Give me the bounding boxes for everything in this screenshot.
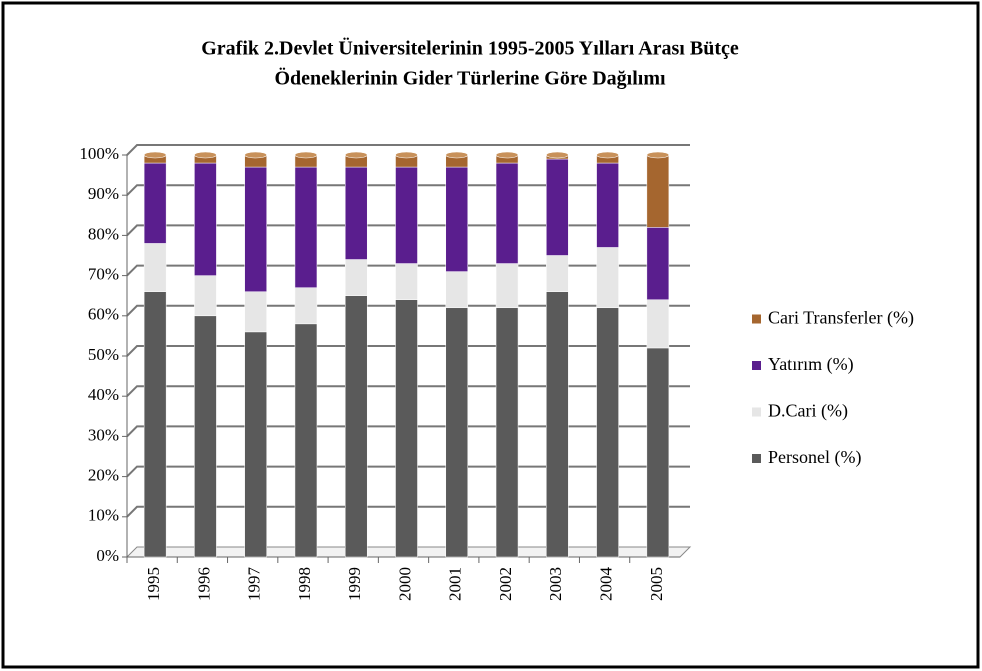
- x-tick-label: 1997: [245, 567, 264, 602]
- bar-top: [194, 151, 217, 159]
- legend-swatch: [752, 361, 761, 370]
- chart-title: Grafik 2.Devlet Üniversitelerinin 1995-2…: [201, 37, 739, 60]
- x-tick-label: 2004: [596, 567, 615, 602]
- bar-segment: [244, 166, 267, 292]
- bar-top: [143, 151, 167, 159]
- bar-segment: [596, 162, 619, 248]
- bar-segment: [194, 162, 217, 276]
- bar-top: [546, 151, 569, 159]
- bar-segment: [395, 263, 418, 300]
- bar-top: [294, 151, 318, 159]
- x-tick-label: 2000: [395, 567, 414, 601]
- legend-swatch: [752, 454, 761, 463]
- bar-segment: [294, 287, 318, 325]
- legend-label: Cari Transferler (%): [768, 308, 914, 329]
- x-tick-label: 2005: [647, 567, 666, 601]
- x-tick-label: 1999: [345, 567, 364, 601]
- bar-segment: [546, 255, 569, 292]
- bar-segment: [395, 299, 418, 558]
- bar-segment: [445, 166, 469, 272]
- bar-segment: [143, 243, 167, 292]
- x-tick-label: 2002: [496, 567, 515, 601]
- bar-segment: [143, 162, 167, 244]
- bar-segment: [646, 227, 670, 300]
- bar-segment: [445, 307, 469, 558]
- bar-segment: [646, 154, 670, 228]
- x-tick-label: 1995: [144, 567, 163, 601]
- bar-segment: [546, 291, 569, 558]
- x-tick-label: 1996: [194, 567, 213, 601]
- y-tick-label: 90%: [88, 184, 119, 203]
- chart-title: Ödeneklerinin Gider Türlerine Göre Dağıl…: [274, 67, 666, 90]
- y-tick-label: 30%: [88, 425, 119, 444]
- bar-top: [445, 151, 469, 159]
- bar-segment: [646, 299, 670, 349]
- legend-swatch: [752, 407, 761, 417]
- bar-segment: [596, 247, 619, 309]
- bar-segment: [495, 263, 519, 309]
- bar-segment: [143, 291, 167, 558]
- x-tick-label: 2003: [546, 567, 565, 601]
- legend-label: D.Cari (%): [768, 401, 848, 422]
- bar-segment: [244, 291, 267, 333]
- bar-segment: [194, 275, 217, 317]
- bar-top: [495, 151, 519, 159]
- y-tick-label: 20%: [88, 466, 119, 485]
- bar-segment: [294, 323, 318, 558]
- legend-label: Yatırım (%): [768, 354, 854, 375]
- bar-top: [244, 151, 267, 159]
- bar-segment: [546, 158, 569, 256]
- y-tick-label: 80%: [88, 224, 119, 243]
- y-tick-label: 50%: [88, 345, 119, 364]
- x-tick-label: 1998: [295, 567, 314, 601]
- bar-segment: [395, 166, 418, 264]
- bar-segment: [646, 347, 670, 558]
- bar-top: [646, 151, 670, 159]
- bar-segment: [194, 315, 217, 558]
- bar-segment: [344, 166, 368, 260]
- y-tick-label: 10%: [88, 506, 119, 525]
- bar-top: [596, 151, 619, 159]
- bar-top: [344, 151, 368, 159]
- bar-segment: [244, 331, 267, 558]
- bar-segment: [495, 162, 519, 264]
- grid-line: [126, 144, 690, 156]
- y-tick-label: 0%: [96, 546, 119, 565]
- y-tick-label: 60%: [88, 305, 119, 324]
- bar-segment: [344, 295, 368, 558]
- bar-top: [395, 151, 418, 159]
- y-tick-label: 40%: [88, 385, 119, 404]
- bar-segment: [344, 259, 368, 296]
- y-tick-label: 100%: [79, 144, 119, 163]
- x-tick-label: 2001: [446, 567, 465, 601]
- bar-segment: [495, 307, 519, 558]
- y-tick-label: 70%: [88, 265, 119, 284]
- bar-segment: [445, 271, 469, 309]
- legend-swatch: [752, 314, 761, 324]
- bar-segment: [294, 166, 318, 288]
- legend-label: Personel (%): [768, 447, 861, 468]
- bar-segment: [596, 307, 619, 558]
